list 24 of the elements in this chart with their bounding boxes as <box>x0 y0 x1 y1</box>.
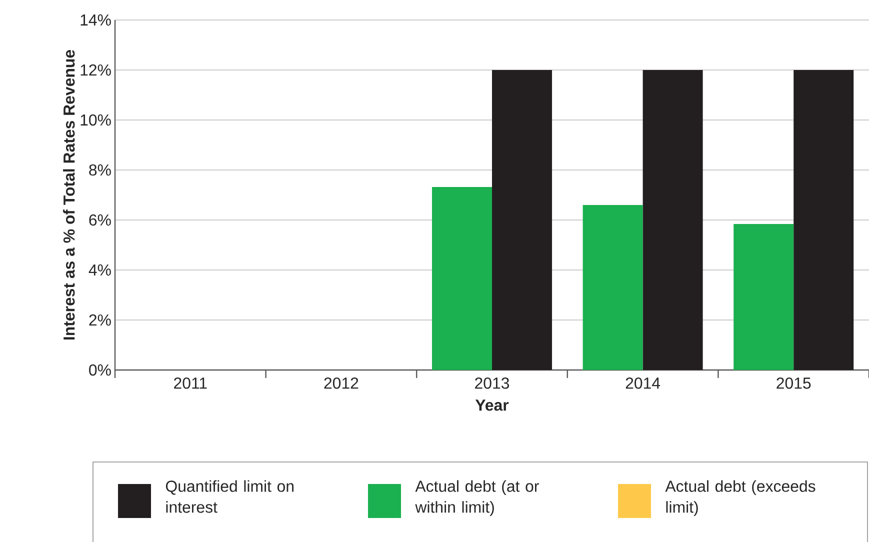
legend-label: Actual debt (exceeds limit) <box>665 480 816 516</box>
y-tick-label: 14% <box>80 14 111 26</box>
y-tick-label: 2% <box>89 314 111 326</box>
legend-label: Actual debt (at or within limit) <box>415 480 539 516</box>
y-tick-label: 12% <box>80 64 111 76</box>
x-tick-label: 2013 <box>475 378 510 389</box>
bar <box>794 70 854 370</box>
y-tick-label: 0% <box>89 364 111 376</box>
bar <box>734 224 794 370</box>
y-axis-title: Interest as a % of Total Rates Revenue <box>63 50 75 340</box>
bar <box>492 70 552 370</box>
y-tick-label: 4% <box>88 264 111 276</box>
y-tick-label: 10% <box>80 114 111 126</box>
x-tick-label: 2012 <box>324 378 358 389</box>
legend-label: Quantified limit on interest <box>166 480 294 513</box>
x-tick-label: 2014 <box>626 378 660 389</box>
x-tick-label: 2015 <box>776 378 811 389</box>
y-tick-label: 8% <box>89 164 111 176</box>
x-tick-label: 2011 <box>174 378 207 389</box>
y-tick-label: 6% <box>89 214 111 226</box>
x-axis-title: Year <box>475 400 509 411</box>
bar <box>582 204 643 370</box>
bar <box>432 186 492 370</box>
bar <box>642 70 703 370</box>
